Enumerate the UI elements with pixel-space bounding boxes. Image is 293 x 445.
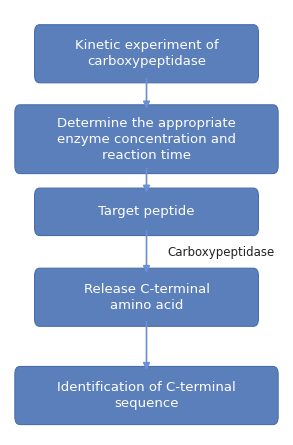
Text: Target peptide: Target peptide: [98, 205, 195, 218]
FancyBboxPatch shape: [35, 268, 258, 326]
Text: Release C-terminal
amino acid: Release C-terminal amino acid: [84, 283, 209, 312]
FancyBboxPatch shape: [15, 367, 278, 425]
Text: Kinetic experiment of
carboxypeptidase: Kinetic experiment of carboxypeptidase: [75, 39, 218, 68]
Text: Identification of C-terminal
sequence: Identification of C-terminal sequence: [57, 381, 236, 410]
FancyBboxPatch shape: [15, 105, 278, 174]
FancyBboxPatch shape: [35, 188, 258, 235]
Text: Carboxypeptidase: Carboxypeptidase: [168, 246, 275, 259]
Text: Determine the appropriate
enzyme concentration and
reaction time: Determine the appropriate enzyme concent…: [57, 117, 236, 162]
FancyBboxPatch shape: [35, 25, 258, 83]
